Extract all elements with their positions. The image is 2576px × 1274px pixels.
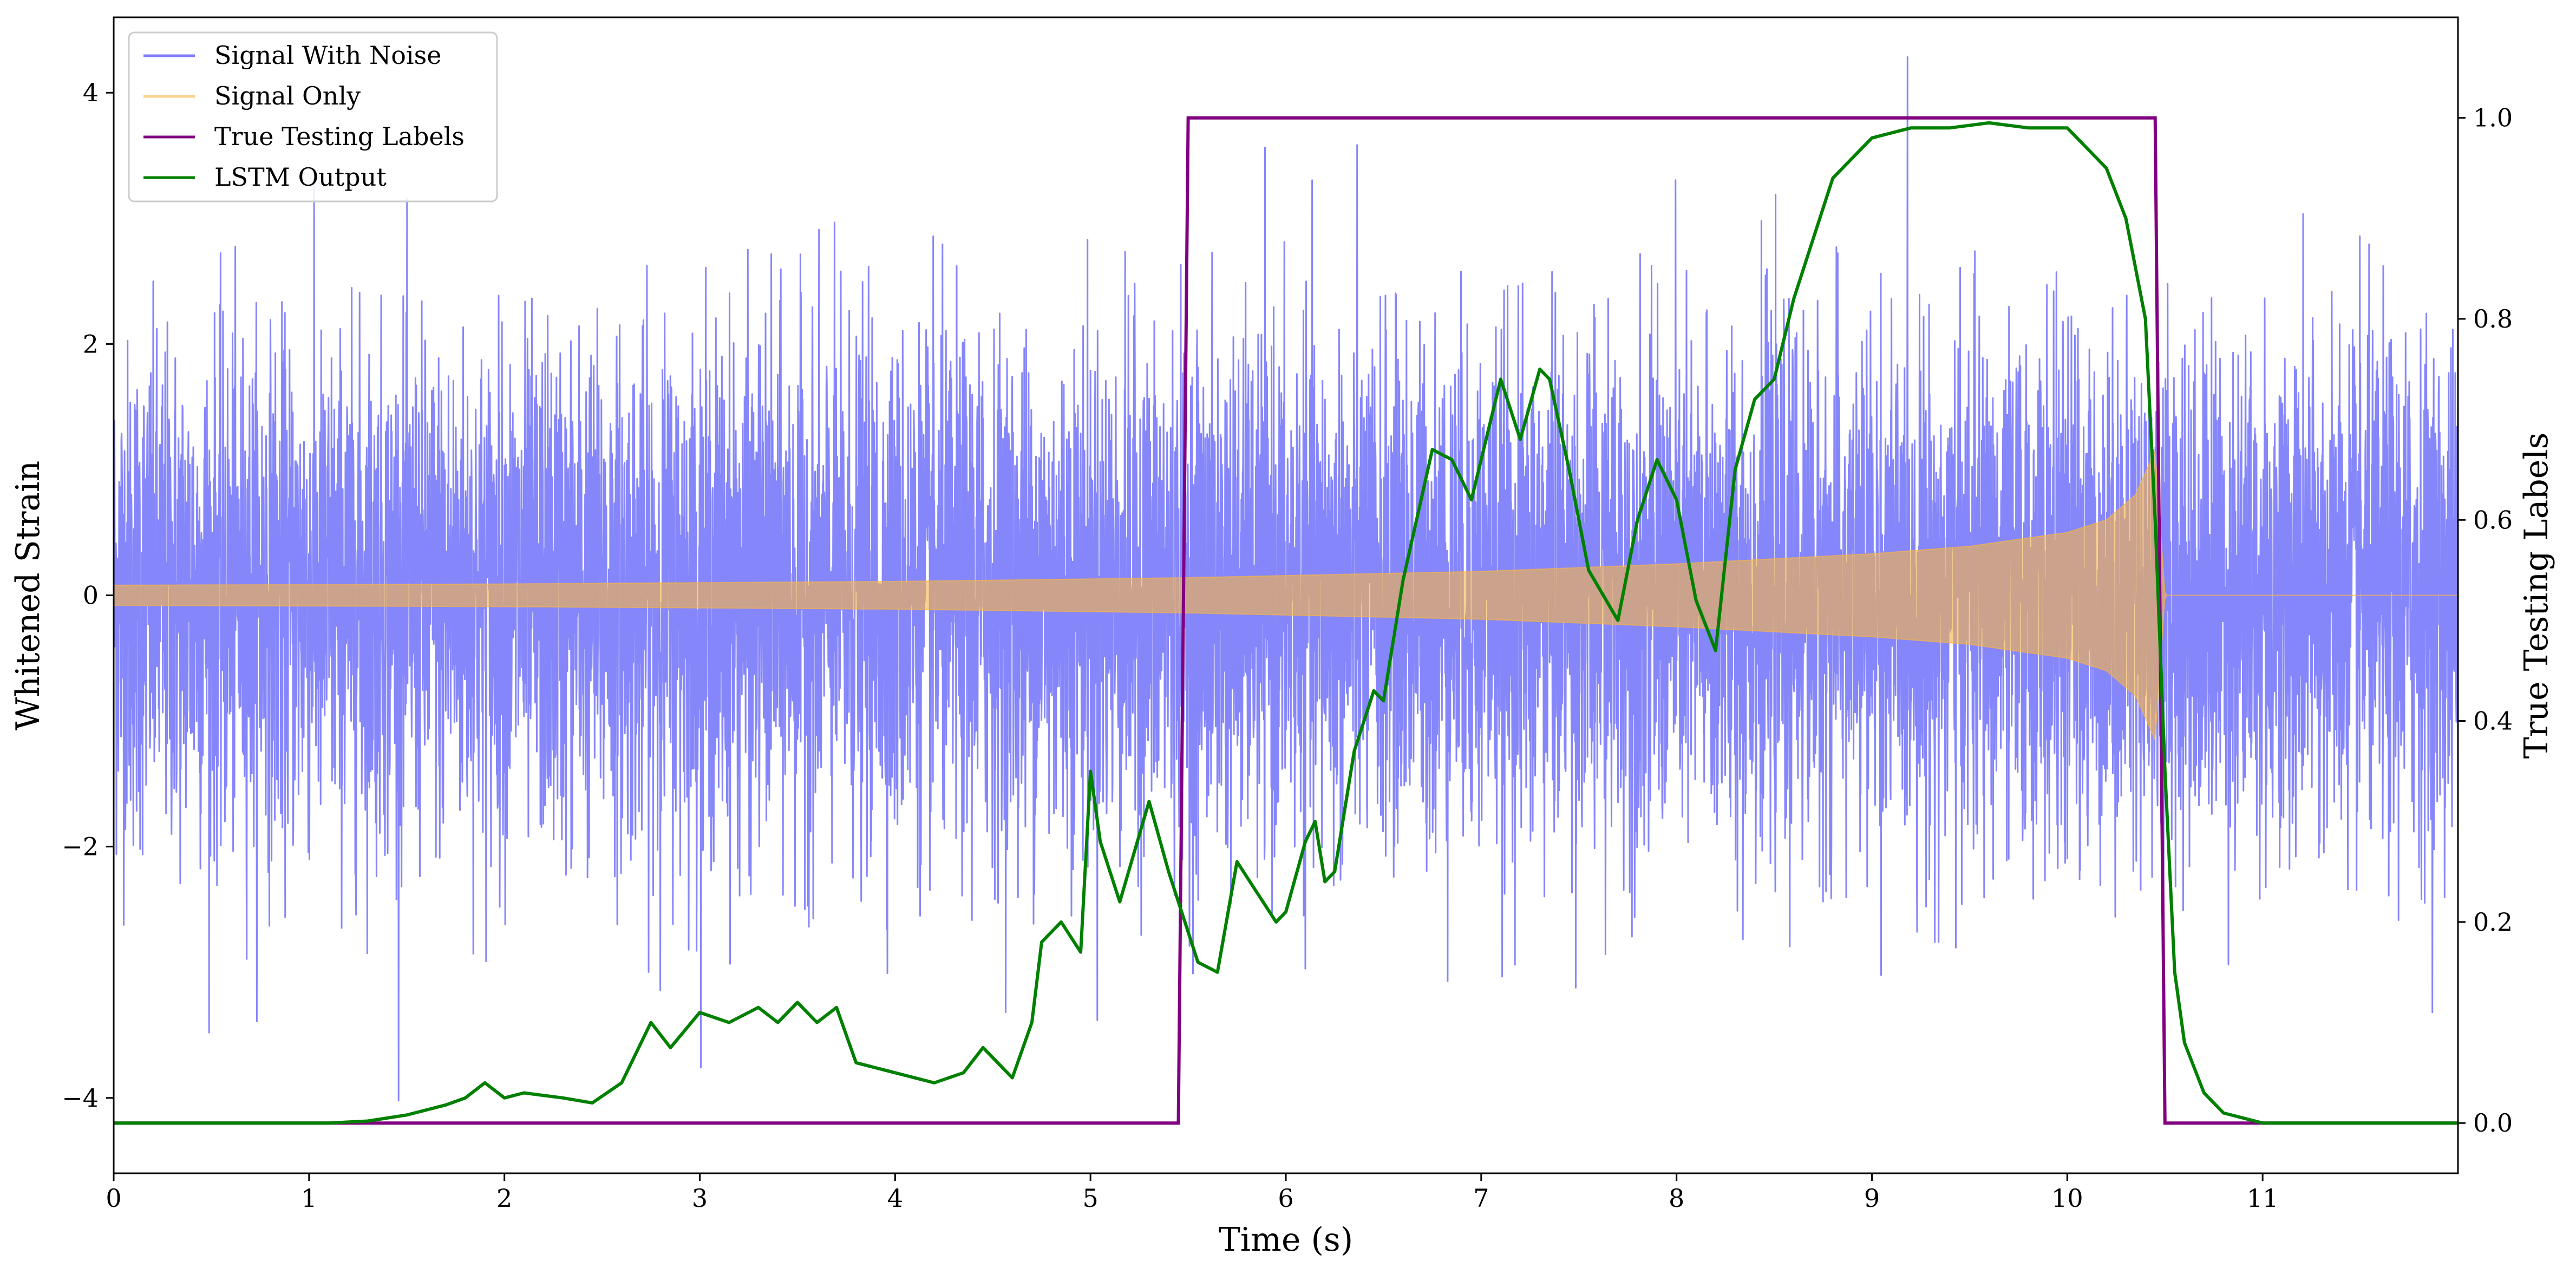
x-tick-label: 11	[2247, 1184, 2279, 1213]
x-tick-label: 2	[496, 1184, 512, 1213]
x-axis-label: Time (s)	[1219, 1221, 1353, 1259]
y-axis-right-label: True Testing Labels	[2518, 433, 2555, 759]
y-right-tick-label: 1.0	[2473, 103, 2513, 133]
x-tick-label: 1	[301, 1184, 317, 1213]
x-tick-label: 9	[1864, 1184, 1880, 1213]
x-tick-label: 4	[887, 1184, 903, 1213]
x-tick-label: 8	[1669, 1184, 1684, 1213]
x-tick-label: 3	[692, 1184, 708, 1213]
y-axis-left: −4 −2 0 2 4	[62, 78, 114, 1113]
y-left-tick-label: 0	[83, 581, 99, 610]
series-lstm-output	[114, 121, 2458, 1125]
legend: Signal With Noise Signal Only True Testi…	[128, 31, 498, 202]
y-left-tick-label: 2	[83, 329, 99, 358]
y-right-tick-label: 0.6	[2473, 505, 2513, 534]
x-tick-label: 0	[106, 1184, 121, 1213]
y-axis-left-label: Whitened Strain	[9, 461, 47, 730]
y-right-tick-label: 0.8	[2473, 304, 2513, 334]
x-tick-label: 5	[1083, 1184, 1099, 1213]
legend-label-signal-only: Signal Only	[214, 81, 361, 110]
series-layer	[114, 56, 2458, 1125]
x-axis: 0 1 2 3 4 5 6 7 8 9 10 11	[106, 1173, 2278, 1213]
y-right-tick-label: 0.2	[2473, 907, 2513, 937]
x-tick-label: 7	[1473, 1184, 1489, 1213]
y-left-tick-label: 4	[83, 78, 99, 107]
series-signal-with-noise	[114, 56, 2458, 1102]
x-tick-label: 6	[1278, 1184, 1293, 1213]
y-left-tick-label: −2	[62, 832, 99, 861]
x-tick-label: 10	[2051, 1184, 2083, 1213]
y-left-tick-label: −4	[62, 1083, 99, 1113]
legend-label-signal-with-noise: Signal With Noise	[214, 41, 441, 70]
legend-label-true-testing-labels: True Testing Labels	[214, 122, 465, 151]
legend-box	[128, 31, 498, 202]
series-signal-only	[114, 451, 2458, 740]
y-axis-right: 0.0 0.2 0.4 0.6 0.8 1.0	[2458, 103, 2513, 1138]
series-true-testing-labels	[114, 116, 2458, 1125]
legend-label-lstm-output: LSTM Output	[214, 162, 387, 192]
y-right-tick-label: 0.4	[2473, 707, 2513, 736]
y-right-tick-label: 0.0	[2473, 1108, 2513, 1138]
